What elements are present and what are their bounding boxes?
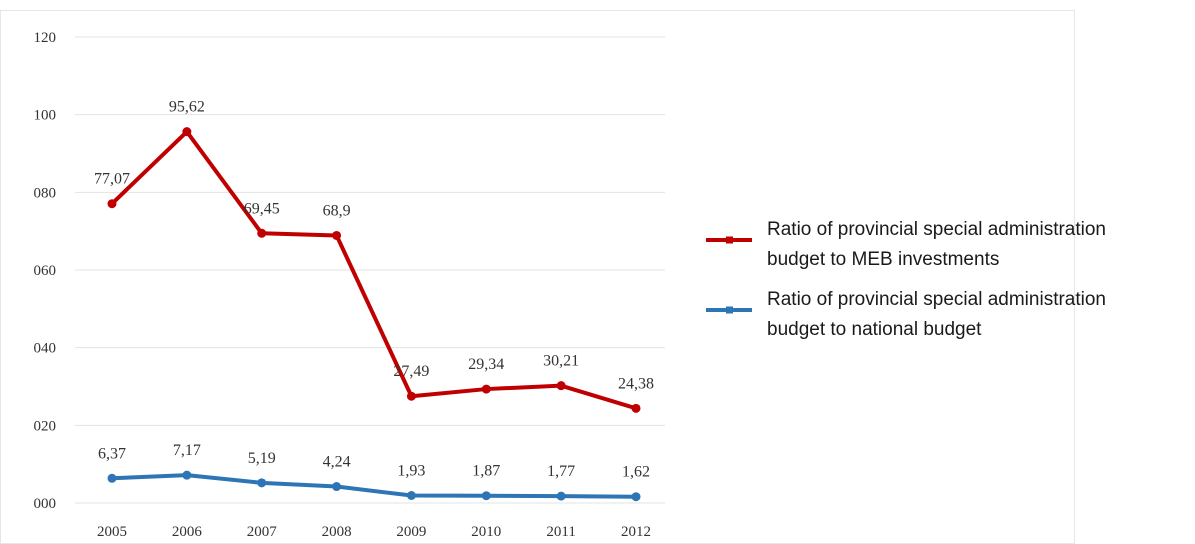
y-tick-label: 120 [34, 30, 57, 46]
x-tick-label: 2007 [247, 524, 278, 540]
series-1: 77,07 95,62 69,45 68,9 27,49 29,34 30,21 24,38 [94, 99, 654, 413]
y-axis-ticks: 000 020 040 060 080 100 120 [34, 30, 57, 512]
legend-label: Ratio of provincial special administrati… [767, 289, 1106, 310]
data-point [257, 228, 267, 238]
x-tick-label: 2008 [322, 524, 352, 540]
data-point [631, 492, 641, 502]
data-point [332, 482, 342, 492]
data-point [182, 470, 192, 480]
data-point [257, 478, 267, 488]
data-point [556, 491, 566, 501]
data-point [107, 199, 117, 209]
data-point [107, 473, 117, 483]
data-point [406, 391, 416, 401]
legend-label: budget to national budget [767, 319, 982, 340]
data-label: 95,62 [169, 99, 205, 116]
y-tick-label: 060 [34, 263, 57, 279]
legend: Ratio of provincial special administrati… [706, 219, 1106, 340]
x-tick-label: 2012 [621, 524, 651, 540]
data-label: 68,9 [323, 202, 351, 219]
legend-label: Ratio of provincial special administrati… [767, 219, 1106, 240]
data-label: 5,19 [248, 450, 276, 467]
x-tick-label: 2006 [172, 524, 203, 540]
legend-marker [726, 306, 733, 314]
y-tick-label: 100 [34, 108, 57, 124]
data-label: 30,21 [543, 353, 579, 370]
data-point [481, 384, 491, 394]
data-point [332, 230, 342, 240]
x-axis-ticks: 2005 2006 2007 2008 2009 2010 2011 2012 [97, 524, 651, 540]
data-label: 1,77 [547, 463, 575, 480]
y-tick-label: 040 [34, 341, 57, 357]
x-tick-label: 2005 [97, 524, 127, 540]
data-label: 4,24 [323, 454, 351, 471]
y-tick-label: 080 [34, 185, 57, 201]
data-label: 1,87 [472, 463, 500, 480]
data-point [481, 491, 491, 501]
series-group: 77,07 95,62 69,45 68,9 27,49 29,34 30,21 24,38 6… [94, 99, 654, 502]
series-line [110, 473, 638, 499]
data-label: 29,34 [468, 356, 504, 373]
data-label: 24,38 [618, 375, 654, 392]
data-label: 7,17 [173, 442, 201, 459]
data-label: 27,49 [393, 363, 429, 380]
data-label: 6,37 [98, 445, 126, 462]
data-label: 77,07 [94, 171, 130, 188]
series-2: 6,37 7,17 5,19 4,24 1,93 1,87 1,77 1,62 [98, 442, 650, 502]
x-tick-label: 2010 [471, 524, 501, 540]
data-point [556, 381, 566, 391]
legend-item-2: Ratio of provincial special administrati… [706, 289, 1106, 340]
data-label: 1,93 [397, 463, 425, 480]
data-point [182, 127, 192, 137]
legend-label: budget to MEB investments [767, 249, 999, 270]
grid-lines [75, 36, 665, 504]
data-point [406, 491, 416, 501]
legend-item-1: Ratio of provincial special administrati… [706, 219, 1106, 270]
x-tick-label: 2011 [546, 524, 575, 540]
data-label: 1,62 [622, 464, 650, 481]
y-tick-label: 000 [34, 496, 57, 512]
x-tick-label: 2009 [396, 524, 426, 540]
y-tick-label: 020 [34, 418, 57, 434]
legend-marker [726, 236, 733, 244]
series-line [110, 129, 638, 411]
chart-border [0, 10, 1075, 544]
data-point [631, 403, 641, 413]
data-label: 69,45 [244, 200, 280, 217]
